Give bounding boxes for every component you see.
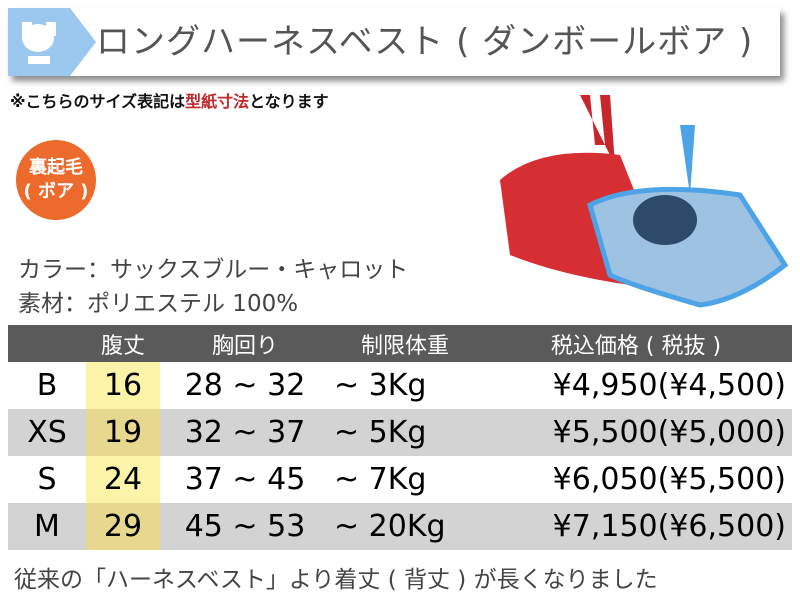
cell-size: M [8,503,86,550]
cell-belly: 24 [86,456,160,503]
material-info: 素材：ポリエステル 100% [18,291,299,317]
cell-weight: ~ 5Kg [330,409,480,456]
size-note: ※こちらのサイズ表記は型紙寸法となります [10,88,329,112]
table-row: XS 19 32 ~ 37 ~ 5Kg ¥5,500(¥5,000) [8,409,792,456]
header-price: 税込価格 ( 税抜 ) [480,325,792,362]
page-title: ロングハーネスベスト ( ダンボールボア ) [96,22,754,62]
header-belly: 腹丈 [86,325,160,362]
cell-price: ¥5,500(¥5,000) [480,409,792,456]
cell-chest: 32 ~ 37 [160,409,330,456]
size-table: 腹丈 胸回り 制限体重 税込価格 ( 税抜 ) B 16 28 ~ 32 ~ 3Kg ¥… [8,325,792,550]
cell-belly: 16 [86,362,160,409]
note-text: ※こちらのサイズ表記は [10,92,186,111]
title-banner [8,8,780,76]
cell-weight: ~ 7Kg [334,462,427,497]
product-photo [500,95,789,308]
dog-logo-icon [8,8,96,76]
cell-weight: ~ 3Kg [334,368,427,403]
note-highlight: 型紙寸法 [185,92,250,111]
cell-chest: 37 ~ 45 [184,462,306,497]
table-header: 腹丈 胸回り 制限体重 税込価格 ( 税抜 ) [8,325,792,362]
table-row: S 24 37 ~ 45 ~ 7Kg ¥6,050(¥5,500) [8,456,792,503]
fleece-badge: 裏起毛 ( ボア ) [16,140,96,220]
note-text-end: となります [249,92,329,111]
cell-price: ¥4,950(¥4,500) [552,368,786,403]
badge-line1: 裏起毛 [29,157,83,178]
cell-chest: 28 ~ 32 [184,368,306,403]
cell-belly: 29 [86,503,160,550]
cell-size: B [36,368,58,403]
color-info: カラー：サックスブルー・キャロット [18,257,409,283]
cell-price: ¥7,150(¥6,500) [480,503,792,550]
table-row: B 16 28 ~ 32 ~ 3Kg ¥4,950(¥4,500) [8,362,792,409]
cell-chest: 45 ~ 53 [160,503,330,550]
table-row: M 29 45 ~ 53 ~ 20Kg ¥7,150(¥6,500) [8,503,792,550]
cell-size: S [37,462,57,497]
cell-weight: ~ 20Kg [330,503,480,550]
footer-note: 従来の「ハーネスベスト」より着丈 ( 背丈 ) が長くなりました [14,567,658,593]
cell-price: ¥6,050(¥5,500) [552,462,786,497]
header-size [8,325,86,362]
badge-line2: ( ボア ) [23,181,89,202]
header-chest: 胸回り [160,325,330,362]
header-weight: 制限体重 [330,325,480,362]
cell-size: XS [8,409,86,456]
cell-belly: 19 [86,409,160,456]
